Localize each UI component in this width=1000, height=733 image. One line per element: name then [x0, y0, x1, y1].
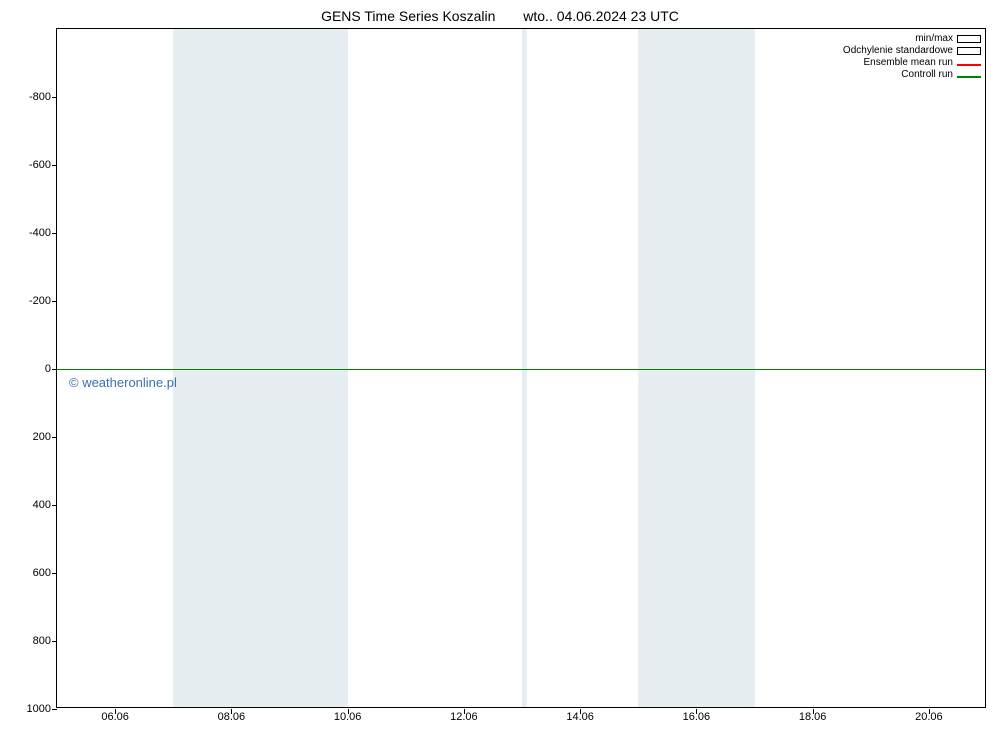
y-tick-label: 0	[45, 363, 51, 375]
chart-title: GENS Time Series Koszalin wto.. 04.06.20…	[0, 8, 1000, 24]
legend-item: min/max	[843, 33, 981, 45]
watermark: © weatheronline.pl	[69, 375, 177, 390]
legend-label: min/max	[915, 33, 953, 45]
y-tick-mark	[52, 709, 57, 710]
y-tick-mark	[52, 369, 57, 370]
legend-item: Odchylenie standardowe	[843, 45, 981, 57]
x-tick-mark	[231, 709, 232, 714]
legend-swatch	[957, 47, 981, 55]
y-tick-label: -800	[29, 91, 51, 103]
weekend-shade	[522, 29, 527, 707]
y-tick-mark	[52, 641, 57, 642]
legend-label: Controll run	[901, 69, 953, 81]
y-tick-mark	[52, 573, 57, 574]
y-tick-mark	[52, 233, 57, 234]
title-datetime: wto.. 04.06.2024 23 UTC	[523, 8, 679, 24]
x-tick-mark	[813, 709, 814, 714]
plot-area: min/maxOdchylenie standardoweEnsemble me…	[56, 28, 986, 708]
y-tick-label: -600	[29, 159, 51, 171]
zero-line	[57, 369, 985, 370]
legend-item: Ensemble mean run	[843, 57, 981, 69]
y-tick-mark	[52, 505, 57, 506]
y-tick-label: 1000	[27, 703, 51, 715]
legend-label: Ensemble mean run	[864, 57, 954, 69]
title-series: GENS Time Series Koszalin	[321, 8, 495, 24]
legend-swatch	[957, 76, 981, 78]
y-tick-label: 200	[33, 431, 51, 443]
y-tick-label: 800	[33, 635, 51, 647]
chart-container: GENS Time Series Koszalin wto.. 04.06.20…	[0, 0, 1000, 733]
x-tick-mark	[696, 709, 697, 714]
y-tick-mark	[52, 165, 57, 166]
legend: min/maxOdchylenie standardoweEnsemble me…	[843, 33, 981, 81]
x-tick-mark	[464, 709, 465, 714]
legend-label: Odchylenie standardowe	[843, 45, 953, 57]
legend-item: Controll run	[843, 69, 981, 81]
y-tick-label: 400	[33, 499, 51, 511]
weekend-shade	[290, 29, 348, 707]
y-tick-label: -200	[29, 295, 51, 307]
x-tick-mark	[580, 709, 581, 714]
x-tick-mark	[115, 709, 116, 714]
x-tick-mark	[929, 709, 930, 714]
legend-swatch	[957, 35, 981, 43]
weekend-shade	[638, 29, 754, 707]
x-tick-mark	[348, 709, 349, 714]
y-tick-label: 600	[33, 567, 51, 579]
y-tick-mark	[52, 437, 57, 438]
y-tick-mark	[52, 97, 57, 98]
y-tick-label: -400	[29, 227, 51, 239]
y-tick-mark	[52, 301, 57, 302]
legend-swatch	[957, 64, 981, 66]
weekend-shade	[173, 29, 289, 707]
